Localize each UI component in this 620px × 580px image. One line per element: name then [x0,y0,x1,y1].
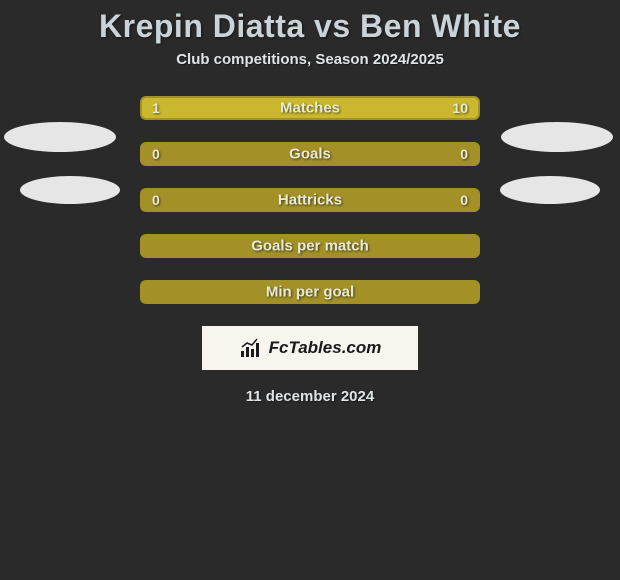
chart-title: Krepin Diatta vs Ben White [0,0,620,45]
brand-text: FcTables.com [269,338,382,358]
bar-hattricks-right-value: 0 [460,192,468,208]
bar-goals-label: Goals [142,146,478,163]
bar-mpg-label: Min per goal [142,284,478,301]
chart-date: 11 december 2024 [0,388,620,405]
bars-container: 1 Matches 10 0 Goals 0 0 Hattricks 0 Goa… [0,96,620,304]
bar-min-per-goal: Min per goal [140,280,480,304]
chart-subtitle: Club competitions, Season 2024/2025 [0,51,620,68]
bar-goals-right-value: 0 [460,146,468,162]
bar-goals-per-match: Goals per match [140,234,480,258]
bar-matches-right-value: 10 [452,100,468,116]
brand-box: FcTables.com [202,326,418,370]
bar-goals: 0 Goals 0 [140,142,480,166]
brand-logo-icon [239,337,265,359]
bar-hattricks: 0 Hattricks 0 [140,188,480,212]
bar-matches-label: Matches [142,100,478,117]
comparison-chart: Krepin Diatta vs Ben White Club competit… [0,0,620,580]
bar-matches: 1 Matches 10 [140,96,480,120]
bar-gpm-label: Goals per match [142,238,478,255]
bar-hattricks-label: Hattricks [142,192,478,209]
